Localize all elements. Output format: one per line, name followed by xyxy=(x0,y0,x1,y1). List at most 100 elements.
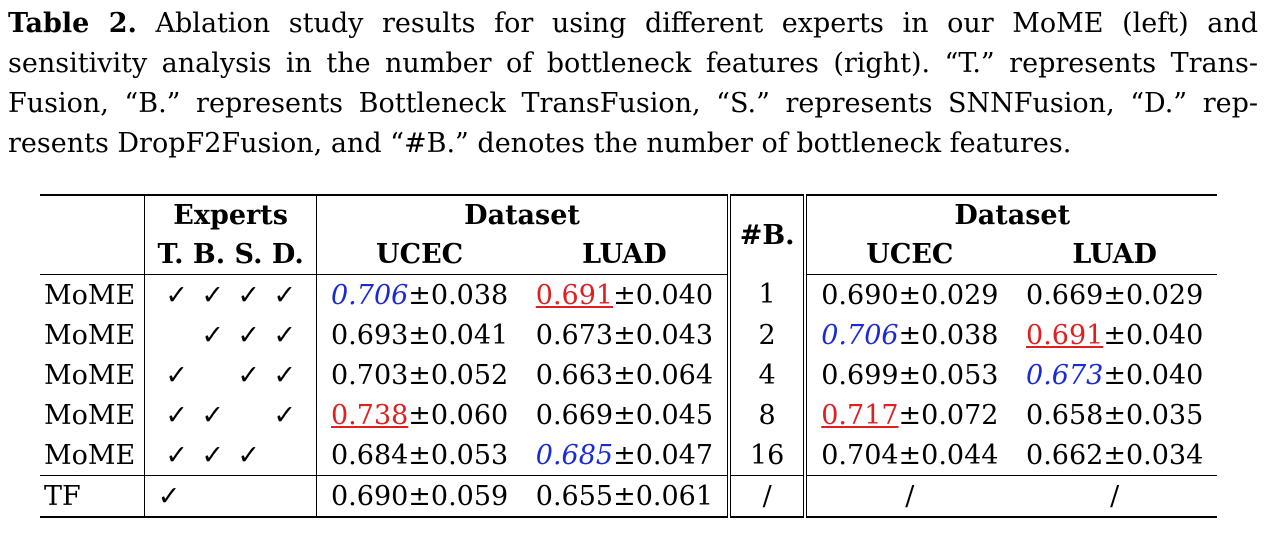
corner-cell-2 xyxy=(40,234,145,275)
row-model: MoME xyxy=(44,399,136,431)
expert-checks: ✓ ✓ ✓ xyxy=(143,355,317,395)
check-s: ✓ xyxy=(237,359,260,391)
ucec-value: 0.690 xyxy=(821,279,899,311)
check-d: ✓ xyxy=(273,359,296,391)
check-t: ✓ xyxy=(165,279,188,311)
ucec-left-cell: 0.684±0.053 xyxy=(316,435,522,476)
ucec-left-cell: 0.706±0.038 xyxy=(316,274,522,315)
expert-checks: ✓ ✓ ✓ ✓ xyxy=(143,274,317,315)
luad-left-cell: 0.669±0.045 xyxy=(522,395,729,435)
luad-left-cell: 0.655±0.061 xyxy=(521,475,729,518)
luad-std: ±0.040 xyxy=(613,279,713,311)
ucec-right-cell: 0.706±0.038 xyxy=(805,315,1012,355)
num-b-cell: 8 xyxy=(726,395,808,435)
num-b-cell: 16 xyxy=(726,435,808,476)
luad-std: ±0.035 xyxy=(1103,399,1204,431)
ucec-std: ±0.029 xyxy=(898,279,999,311)
table-row: MoME ✓ ✓ ✓ ✓ 0.706±0.038 0.691±0.040 1 0.69… xyxy=(40,274,1217,316)
ucec-value: 0.699 xyxy=(821,359,899,391)
luad-value: 0.669 xyxy=(1026,279,1104,311)
luad-value: 0.662 xyxy=(1026,439,1104,471)
luad-right-cell: 0.662±0.034 xyxy=(1012,435,1217,476)
luad-value: 0.669 xyxy=(535,399,614,431)
ucec-right-cell: 0.704±0.044 xyxy=(805,435,1013,476)
luad-value: 0.658 xyxy=(1026,399,1104,431)
luad-std: ±0.029 xyxy=(1103,279,1204,311)
table-row: TF ✓ 0.690±0.059 0.655±0.061 / / / xyxy=(40,475,1217,518)
check-s: ✓ xyxy=(237,439,260,471)
luad-right-cell: / xyxy=(1012,475,1217,518)
check-d: ✓ xyxy=(273,399,296,431)
ucec-value: 0.693 xyxy=(331,319,409,351)
luad-std: ±0.064 xyxy=(613,359,713,391)
row-model: MoME xyxy=(44,319,136,351)
table-row: MoME ✓ ✓ ✓ 0.684±0.053 0.685±0.047 16 0.70… xyxy=(40,435,1217,476)
check-b: ✓ xyxy=(201,399,224,431)
ucec-std: ±0.053 xyxy=(408,439,509,471)
luad-left-cell: 0.685±0.047 xyxy=(521,435,729,476)
row-model: MoME xyxy=(44,279,136,311)
luad-right-cell: 0.669±0.029 xyxy=(1012,275,1217,316)
ucec-std: ±0.038 xyxy=(898,319,999,351)
luad-left-header: LUAD xyxy=(521,234,729,275)
ucec-std: ±0.041 xyxy=(408,319,509,351)
num-b-cell: 1 xyxy=(726,274,808,315)
table-row: MoME ✓ ✓ ✓ 0.738±0.060 0.669±0.045 8 0.717… xyxy=(40,395,1217,435)
check-s: ✓ xyxy=(237,279,260,311)
check-t: ✓ xyxy=(157,480,181,512)
expert-checks: ✓ ✓ ✓ xyxy=(143,435,317,476)
ucec-std: ±0.044 xyxy=(898,439,999,471)
num-b-cell: 4 xyxy=(726,355,808,395)
check-b: ✓ xyxy=(201,439,224,471)
table-row: MoME ✓ ✓ ✓ 0.693±0.041 0.673±0.043 2 0.706… xyxy=(40,315,1217,355)
check-b: ✓ xyxy=(201,279,224,311)
luad-value: 0.691 xyxy=(1026,319,1104,351)
expert-checks: ✓ ✓ ✓ xyxy=(143,315,317,355)
expert-checks: ✓ xyxy=(143,475,317,518)
ucec-value: 0.684 xyxy=(331,439,409,471)
ucec-std: ±0.072 xyxy=(898,399,999,431)
ucec-std: ±0.053 xyxy=(898,359,999,391)
caption-text: Ablation study results for using differe… xyxy=(8,8,1258,159)
row-model: MoME xyxy=(40,435,145,476)
check-t: ✓ xyxy=(165,399,188,431)
luad-value: 0.673 xyxy=(535,319,614,351)
ucec-left-cell: 0.738±0.060 xyxy=(316,395,522,435)
luad-value: 0.691 xyxy=(535,279,614,311)
ucec-value: 0.717 xyxy=(821,399,899,431)
check-b: ✓ xyxy=(201,319,224,351)
ucec-std: ±0.052 xyxy=(408,359,509,391)
caption-label: Table 2. xyxy=(8,8,137,39)
row-model: MoME xyxy=(44,359,136,391)
table-caption: Table 2. Ablation study results for usin… xyxy=(8,4,1258,164)
ucec-right-cell: 0.690±0.029 xyxy=(805,275,1012,316)
check-t: ✓ xyxy=(165,359,188,391)
experts-header: Experts xyxy=(143,194,317,234)
luad-value: 0.663 xyxy=(535,359,614,391)
check-d: ✓ xyxy=(273,279,296,311)
ucec-left-cell: 0.693±0.041 xyxy=(316,315,522,355)
ucec-std: ±0.060 xyxy=(408,399,509,431)
expert-checks: ✓ ✓ ✓ xyxy=(143,395,317,435)
ucec-std: ±0.038 xyxy=(408,279,509,311)
check-d: ✓ xyxy=(273,319,296,351)
ucec-right-cell: / xyxy=(805,475,1013,518)
luad-left-cell: 0.691±0.040 xyxy=(522,275,729,316)
expert-cols-header: T. B. S. D. xyxy=(143,234,317,275)
ablation-table: Experts Dataset #B. Dataset T. B. S. D. … xyxy=(40,194,1217,518)
ucec-right-header: UCEC xyxy=(805,234,1013,275)
luad-value: 0.673 xyxy=(1026,359,1104,391)
ucec-left-cell: 0.690±0.059 xyxy=(316,475,522,518)
luad-left-cell: 0.663±0.064 xyxy=(522,355,729,395)
ucec-value: 0.703 xyxy=(331,359,409,391)
ucec-value: 0.738 xyxy=(331,399,409,431)
dataset-left-header: Dataset xyxy=(316,194,729,234)
luad-right-header: LUAD xyxy=(1012,234,1217,275)
row-model: TF xyxy=(40,475,145,518)
check-t: ✓ xyxy=(165,439,188,471)
luad-std: ±0.034 xyxy=(1103,439,1204,471)
corner-cell xyxy=(40,194,145,234)
ucec-value: 0.706 xyxy=(331,279,409,311)
ucec-right-cell: 0.699±0.053 xyxy=(805,355,1012,395)
luad-std: ±0.043 xyxy=(613,319,713,351)
